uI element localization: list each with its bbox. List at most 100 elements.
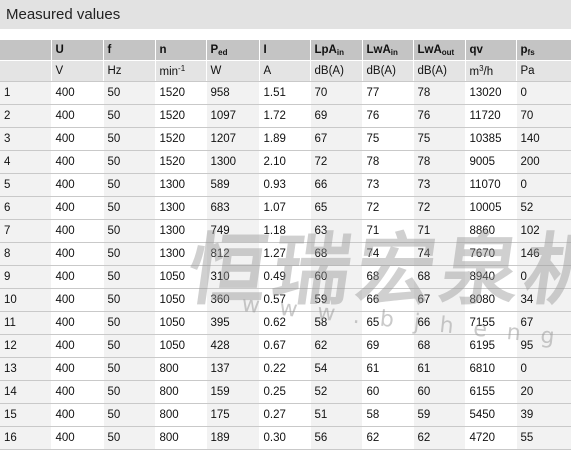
table-cell: 6 — [0, 196, 52, 220]
unit-cell-text: V — [55, 65, 64, 77]
table-cell: 1050 — [155, 311, 207, 335]
table-row: 4 400 50 1520 1300 2.10 72 78 78 9005 200 — [0, 150, 571, 174]
table-cell: 71 — [413, 219, 466, 243]
table-cell: 66 — [362, 288, 414, 312]
table-cell: 0.62 — [259, 311, 311, 335]
table-cell: 6195 — [465, 334, 517, 358]
table-cell: 1.18 — [259, 219, 311, 243]
table-cell: 62 — [362, 426, 414, 450]
header-cell-text: P — [210, 43, 219, 56]
table-cell: 67 — [310, 127, 363, 151]
unit-cell: min-1 — [155, 60, 207, 82]
header-cell-subscript: fs — [527, 47, 535, 57]
table-cell: 50 — [103, 380, 156, 404]
table-row: 7 400 50 1300 749 1.18 63 71 71 8860 102 — [0, 219, 571, 243]
table-cell: 0 — [516, 357, 571, 381]
table-cell: 749 — [206, 219, 260, 243]
unit-cell-text: Hz — [107, 65, 122, 77]
table-cell: 1050 — [155, 288, 207, 312]
table-cell: 1050 — [155, 334, 207, 358]
table-cell: 60 — [362, 380, 414, 404]
unit-cell-text: W — [210, 65, 222, 77]
table-cell: 12 — [0, 334, 52, 358]
table-cell: 66 — [310, 173, 363, 197]
table-cell: 61 — [362, 357, 414, 381]
table-row: 3 400 50 1520 1207 1.89 67 75 75 10385 140 — [0, 127, 571, 151]
header-cell: Ped — [206, 40, 260, 61]
table-cell: 13 — [0, 357, 52, 381]
header-cell-subscript: in — [336, 47, 344, 57]
table-cell: 1300 — [155, 196, 207, 220]
table-cell: 0.22 — [259, 357, 311, 381]
table-cell: 1.07 — [259, 196, 311, 220]
header-cell: f — [103, 40, 156, 61]
table-cell: 400 — [51, 173, 104, 197]
table-cell: 0.57 — [259, 288, 311, 312]
unit-cell: Hz — [103, 60, 156, 82]
unit-cell: V — [51, 60, 104, 82]
table-cell: 71 — [362, 219, 414, 243]
table-cell: 0.27 — [259, 403, 311, 427]
table-cell: 67 — [413, 288, 466, 312]
table-cell: 0.93 — [259, 173, 311, 197]
header-cell-subscript: out — [441, 47, 455, 57]
table-cell: 400 — [51, 357, 104, 381]
table-cell: 102 — [516, 219, 571, 243]
unit-cell-text: A — [263, 65, 272, 77]
table-cell: 10 — [0, 288, 52, 312]
table-row: 10 400 50 1050 360 0.57 59 66 67 8080 34 — [0, 288, 571, 312]
table-cell: 400 — [51, 127, 104, 151]
page-title: Measured values — [6, 6, 121, 23]
table-cell: 74 — [362, 242, 414, 266]
header-cell: U — [51, 40, 104, 61]
table-cell: 95 — [516, 334, 571, 358]
header-cell: LwAout — [413, 40, 466, 61]
table-cell: 683 — [206, 196, 260, 220]
table-cell: 5 — [0, 173, 52, 197]
table-cell: 69 — [310, 104, 363, 128]
header-cell: LwAin — [362, 40, 414, 61]
table-cell: 73 — [362, 173, 414, 197]
table-cell: 310 — [206, 265, 260, 289]
table-cell: 60 — [310, 265, 363, 289]
header-cell-text: n — [159, 44, 167, 56]
table-cell: 13020 — [465, 81, 517, 105]
unit-cell — [0, 60, 52, 82]
table-cell: 58 — [362, 403, 414, 427]
table-cell: 1.72 — [259, 104, 311, 128]
unit-cell: A — [259, 60, 311, 82]
table-cell: 1520 — [155, 127, 207, 151]
table-cell: 200 — [516, 150, 571, 174]
table-row: 15 400 50 800 175 0.27 51 58 59 5450 39 — [0, 403, 571, 427]
unit-cell-text: m — [469, 66, 480, 78]
table-cell: 68 — [413, 265, 466, 289]
table-cell: 52 — [516, 196, 571, 220]
table-cell: 68 — [362, 265, 414, 289]
table-cell: 50 — [103, 242, 156, 266]
table-cell: 50 — [103, 334, 156, 358]
table-cell: 50 — [103, 150, 156, 174]
table-cell: 11 — [0, 311, 52, 335]
table-cell: 76 — [413, 104, 466, 128]
unit-cell: dB(A) — [310, 60, 363, 82]
table-cell: 59 — [413, 403, 466, 427]
header-cell: LpAin — [310, 40, 363, 61]
table-cell: 800 — [155, 357, 207, 381]
table-cell: 2.10 — [259, 150, 311, 174]
table-cell: 400 — [51, 311, 104, 335]
table-cell: 3 — [0, 127, 52, 151]
table-cell: 50 — [103, 288, 156, 312]
table-cell: 78 — [413, 150, 466, 174]
table-cell: 2 — [0, 104, 52, 128]
table-cell: 11070 — [465, 173, 517, 197]
table-cell: 1.51 — [259, 81, 311, 105]
table-cell: 14 — [0, 380, 52, 404]
table-cell: 400 — [51, 219, 104, 243]
table-cell: 8080 — [465, 288, 517, 312]
table-cell: 800 — [155, 380, 207, 404]
table-cell: 66 — [413, 311, 466, 335]
table-cell: 54 — [310, 357, 363, 381]
table-row: 8 400 50 1300 812 1.27 68 74 74 7670 146 — [0, 242, 571, 266]
